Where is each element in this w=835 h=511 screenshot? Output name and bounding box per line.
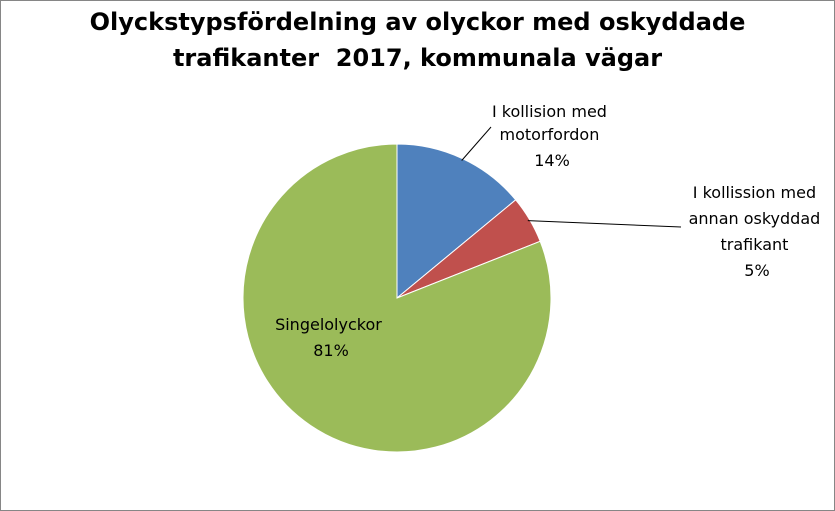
slice-label-annan-oskyddad-line-1: I kollission med: [693, 183, 816, 202]
slice-motorfordon: [396, 143, 517, 300]
leader-line-motorfordon: [461, 126, 492, 161]
slice-percent-motorfordon: 14%: [534, 151, 570, 170]
slice-label-annan-oskyddad-line-3: trafikant: [720, 235, 788, 254]
slice-label-motorfordon-line-2: motorfordon: [500, 125, 600, 144]
slice-label-annan-oskyddad: I kollission med annan oskyddad trafikan…: [689, 183, 826, 280]
pie-slices: [242, 143, 552, 453]
leader-lines: [461, 126, 682, 228]
slice-label-motorfordon: I kollision med motorfordon 14%: [492, 102, 612, 170]
chart-title-line-1: Olyckstypsfördelning av olyckor med osky…: [89, 8, 746, 36]
slice-label-annan-oskyddad-line-2: annan oskyddad: [689, 209, 821, 228]
slice-label-singelolyckor-line-1: Singelolyckor: [275, 315, 382, 334]
slice-label-motorfordon-line-1: I kollision med: [492, 102, 607, 121]
leader-line-annan-oskyddad: [527, 220, 682, 228]
slice-percent-annan-oskyddad: 5%: [744, 261, 769, 280]
slice-label-singelolyckor: Singelolyckor 81%: [275, 315, 387, 360]
slice-percent-singelolyckor: 81%: [313, 341, 349, 360]
chart-title-line-2: trafikanter 2017, kommunala vägar: [172, 44, 663, 72]
slice-singelolyckor: [242, 143, 552, 453]
